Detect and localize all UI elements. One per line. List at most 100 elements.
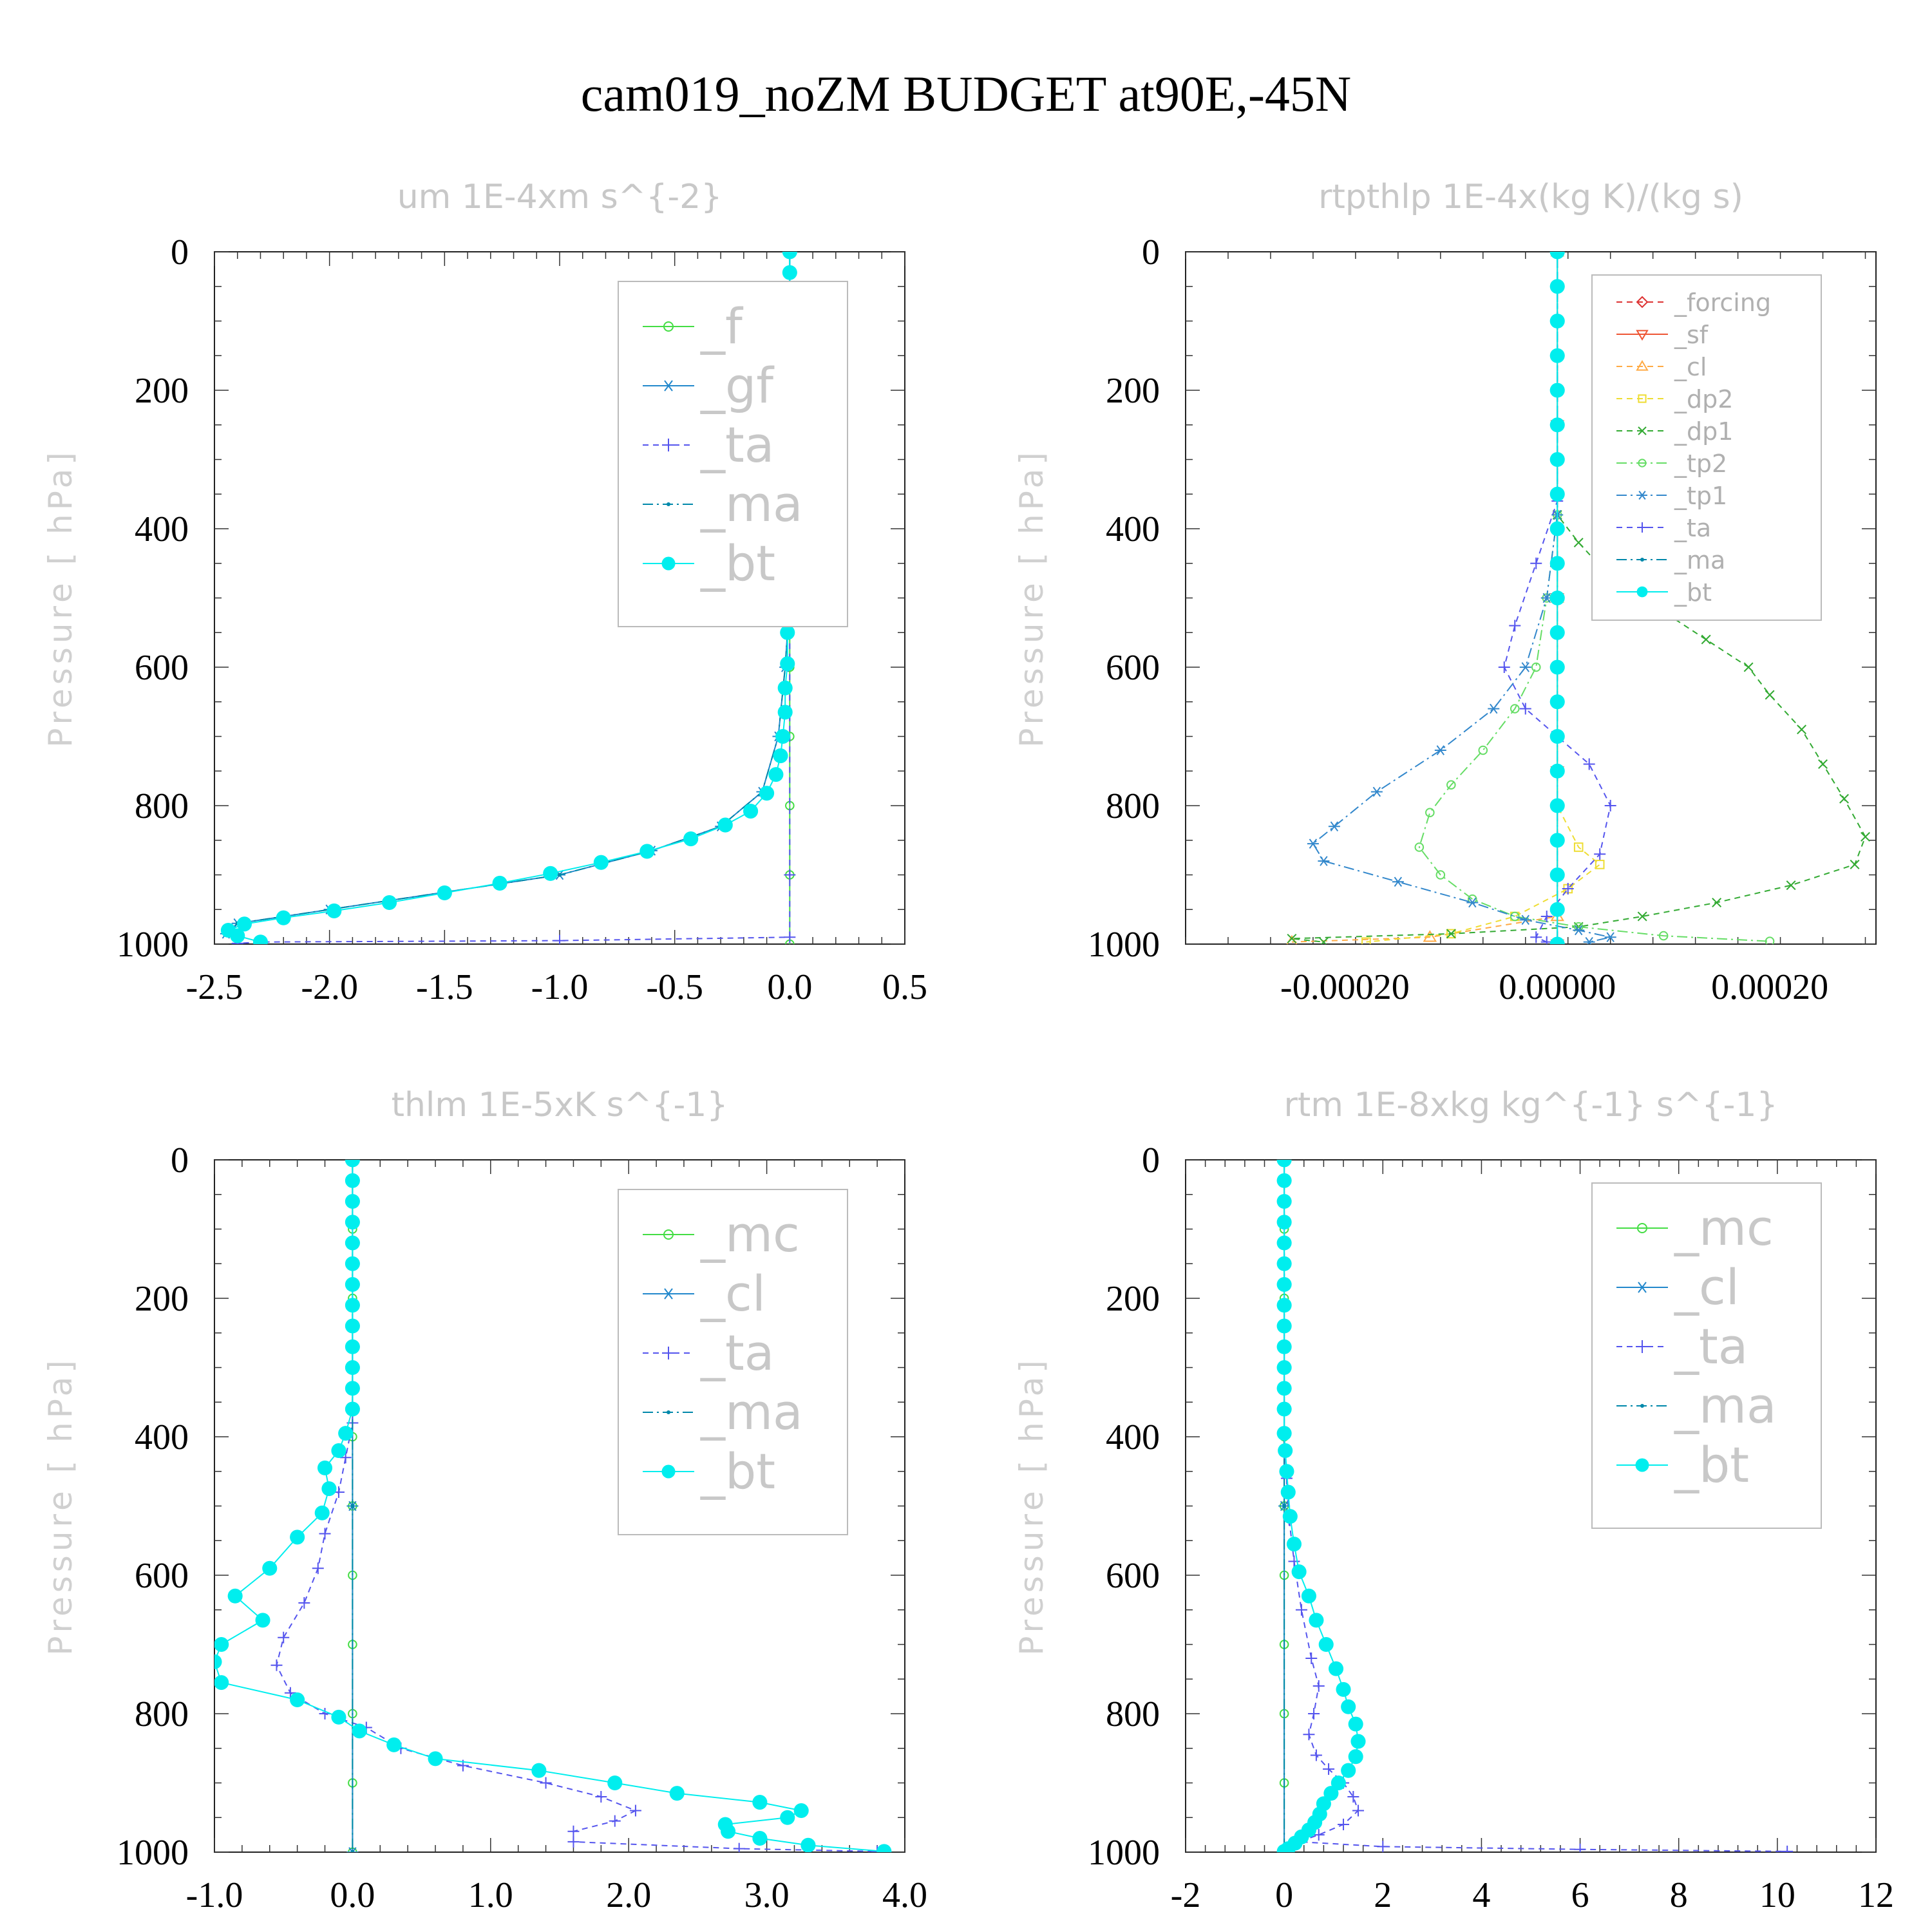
x-tick-label: 0.00000: [1499, 967, 1616, 1007]
data-point: [784, 931, 796, 943]
panel-title: thlm 1E-5xK s^{-1}: [392, 1086, 728, 1124]
data-point: [876, 1844, 892, 1852]
legend-item-ta: _ta: [643, 1324, 774, 1381]
legend-item-cl: _cl: [643, 1265, 766, 1322]
figure-title: cam019_noZM BUDGET at90E,-45N: [581, 66, 1352, 122]
panel-title: rtpthlp 1E-4x(kg K)/(kg s): [1318, 178, 1743, 216]
data-point: [321, 1481, 337, 1497]
y-tick-label: 600: [135, 1556, 189, 1596]
data-point: [1276, 1235, 1292, 1251]
data-point: [1549, 590, 1565, 606]
data-point: [1336, 1681, 1351, 1697]
data-point: [782, 265, 797, 280]
data-point: [346, 1847, 359, 1852]
legend-marker: [1637, 522, 1647, 533]
data-point: [768, 767, 784, 782]
data-point: [1361, 937, 1371, 944]
legend-label: _cl: [1674, 353, 1707, 381]
data-point: [743, 804, 759, 819]
data-point: [1276, 1359, 1292, 1376]
data-point: [284, 1687, 296, 1699]
legend: _f_gf_ta_ma_bt: [618, 281, 848, 627]
series-group: [1286, 252, 1870, 944]
data-point: [1348, 1716, 1363, 1732]
y-axis-label: Pressure [ hPa]: [42, 1356, 79, 1656]
data-point: [567, 1835, 580, 1848]
x-tick-label: -2.5: [186, 967, 243, 1007]
data-point: [540, 1777, 552, 1789]
legend-item-bt: _bt: [643, 1443, 775, 1500]
chart-panel-3: thlm 1E-5xK s^{-1} Pressure [ hPa] -1.0 0.0…: [42, 1086, 927, 1915]
data-point: [1414, 842, 1425, 852]
data-point: [1658, 931, 1669, 941]
data-point: [531, 1763, 547, 1778]
x-tick-label: -1.0: [186, 1875, 243, 1915]
legend-label: _tp1: [1674, 482, 1727, 510]
data-point: [1348, 1749, 1363, 1765]
data-point: [1583, 936, 1595, 944]
data-point: [1312, 1829, 1325, 1841]
data-point: [1530, 931, 1542, 943]
data-point: [1305, 1653, 1318, 1664]
legend-marker: [1637, 1223, 1647, 1233]
panels: um 1E-4xm s^{-2} Pressure [ hPa] -2.5 -2.0 -…: [42, 178, 1894, 1915]
data-point: [1583, 758, 1595, 770]
data-point: [214, 1636, 229, 1653]
data-point: [1276, 1318, 1292, 1334]
series-bt: [214, 1160, 892, 1852]
x-tick-label: 0: [1275, 1875, 1293, 1915]
data-point: [437, 885, 452, 900]
data-point: [1370, 786, 1383, 797]
data-point: [290, 1530, 305, 1545]
panel-title: um 1E-4xm s^{-2}: [397, 178, 723, 216]
data-point: [1549, 867, 1565, 883]
legend-item-sf: _sf: [1616, 321, 1709, 349]
data-point: [1786, 880, 1796, 891]
data-point: [1604, 800, 1616, 811]
legend-marker: [1636, 330, 1649, 341]
data-point: [1328, 821, 1340, 832]
data-point: [1839, 793, 1849, 804]
series-bt: [1276, 1160, 1366, 1852]
x-tick-label: 0.5: [882, 967, 927, 1007]
legend-item-ma: _ma: [643, 1383, 803, 1441]
data-point: [1328, 1661, 1344, 1676]
y-tick-label: 200: [1106, 1279, 1160, 1319]
y-tick-label: 200: [135, 371, 189, 411]
series-ta: [1498, 252, 1616, 944]
legend-item-mc: _mc: [1616, 1199, 1774, 1256]
data-point: [1549, 348, 1565, 363]
series-group: [1276, 1160, 1794, 1852]
data-point: [1549, 763, 1565, 779]
data-point: [227, 1588, 243, 1604]
y-tick-label: 400: [1106, 1417, 1160, 1457]
x-tick-label: -0.00020: [1280, 967, 1410, 1007]
x-tick-label: 10: [1759, 1875, 1795, 1915]
data-point: [780, 1810, 795, 1825]
legend-label: _dp1: [1674, 417, 1733, 446]
data-point: [276, 910, 291, 925]
legend-label: _mc: [1674, 1199, 1774, 1256]
data-point: [1341, 1699, 1356, 1714]
data-point: [1488, 703, 1500, 714]
data-point: [1861, 831, 1870, 842]
data-point: [1276, 1401, 1292, 1417]
legend-label: _mc: [700, 1206, 800, 1263]
data-point: [339, 1452, 352, 1464]
data-point: [1446, 929, 1456, 939]
y-tick-label: 0: [171, 232, 189, 272]
x-tick-label: -1.0: [531, 967, 589, 1007]
series-group: [214, 1160, 892, 1852]
data-point: [567, 1825, 580, 1837]
data-point: [345, 1160, 360, 1168]
data-point: [1331, 1775, 1346, 1791]
data-point: [1573, 538, 1584, 547]
legend: _forcing _sf _cl _dp2 _dp1 _tp2 _tp1 _ta _ma _bt: [1591, 274, 1822, 621]
legend-label: _ma: [1674, 1377, 1777, 1434]
data-point: [1549, 798, 1565, 813]
data-point: [1574, 1843, 1586, 1852]
data-point: [345, 1359, 360, 1376]
data-point: [1279, 1464, 1294, 1479]
legend-label: _ma: [700, 1383, 803, 1441]
y-axis-label: Pressure [ hPa]: [1013, 448, 1050, 748]
